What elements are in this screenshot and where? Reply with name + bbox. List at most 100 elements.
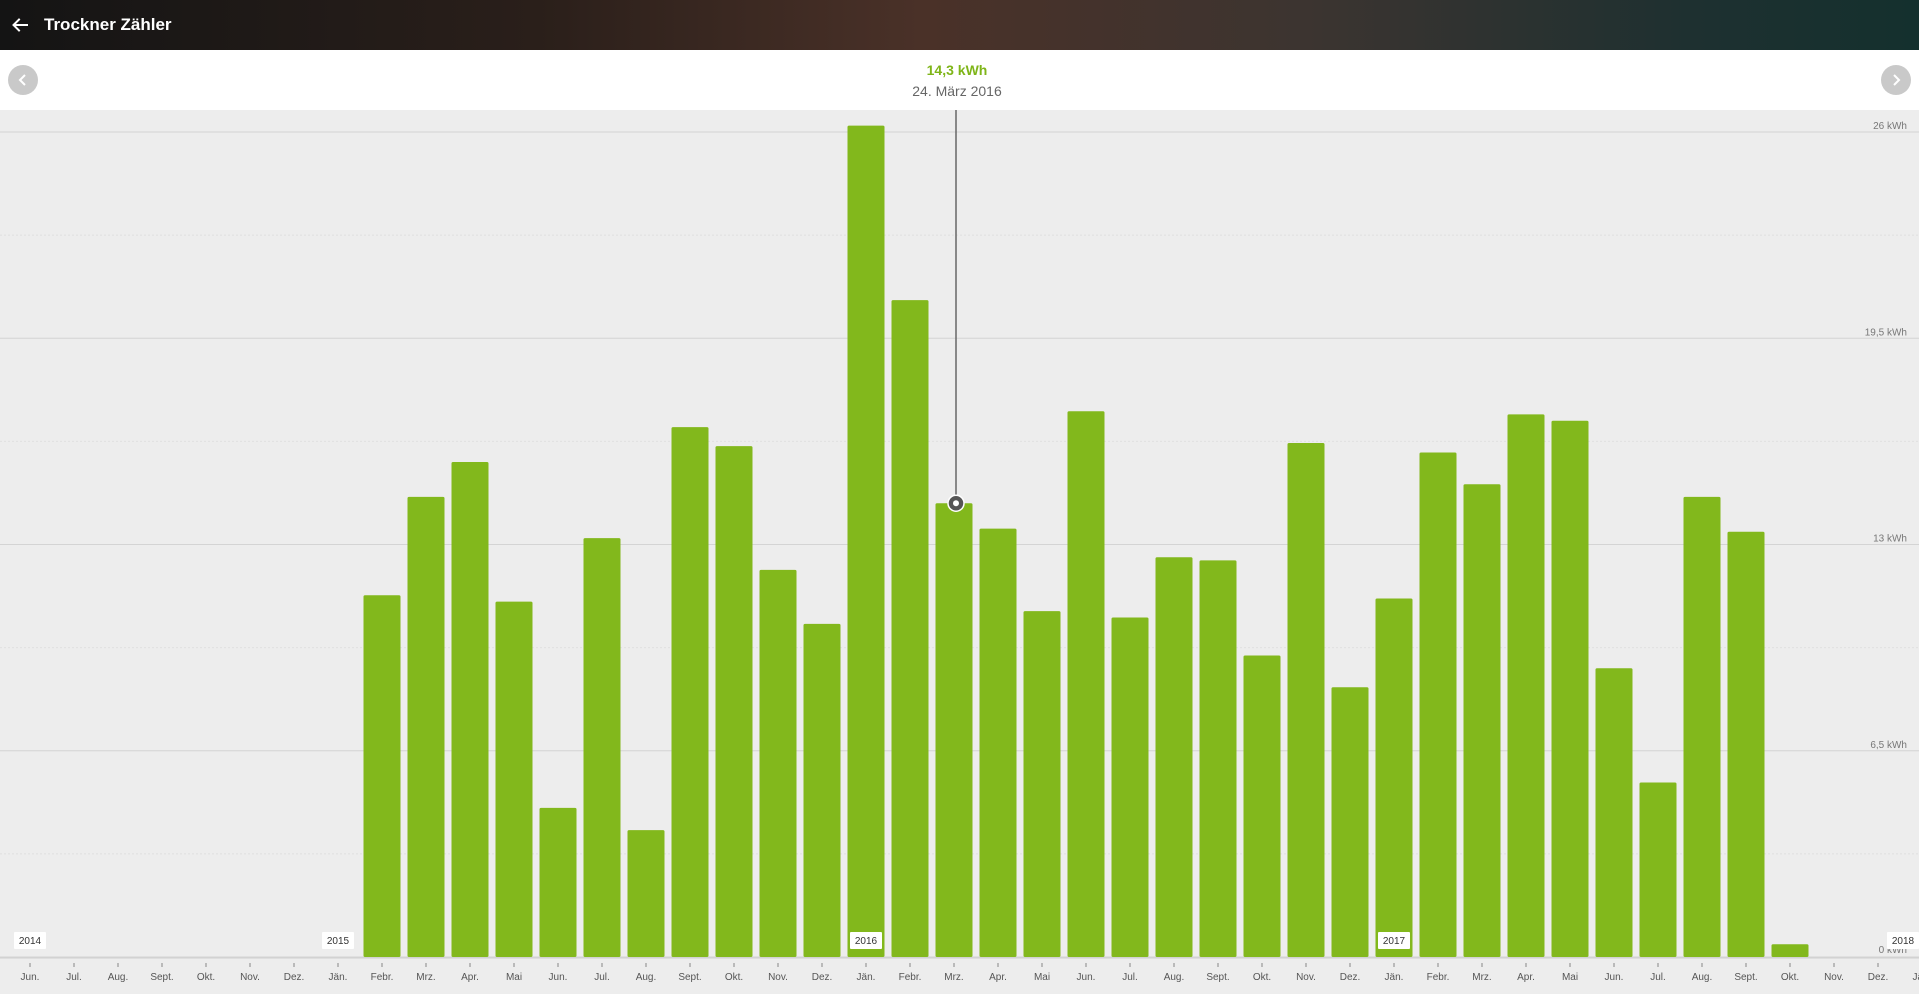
x-tick-label: Jun. [21, 972, 40, 983]
chart-bar[interactable] [1551, 420, 1589, 957]
x-tick-label: Jul. [1650, 972, 1666, 983]
chart-bar[interactable] [1023, 611, 1061, 957]
chart-bar[interactable] [1463, 484, 1501, 957]
x-tick-label: Dez. [1868, 972, 1889, 983]
x-tick-label: Dez. [1340, 972, 1361, 983]
chart-bar[interactable] [803, 623, 841, 957]
chart-bar[interactable] [1155, 557, 1193, 957]
x-tick-label: Nov. [768, 972, 788, 983]
x-tick-label: Aug. [1164, 972, 1185, 983]
x-tick-label: Sept. [150, 972, 173, 983]
chart-bar[interactable] [583, 538, 621, 957]
year-marker-box [1887, 932, 1919, 949]
year-marker-box [322, 932, 354, 949]
chart-bar[interactable] [759, 569, 797, 957]
x-tick-label: Jun. [1077, 972, 1096, 983]
x-tick-label: Jän. [329, 972, 348, 983]
chart-bar[interactable] [1111, 617, 1149, 957]
chart-bar[interactable] [1067, 411, 1105, 957]
y-tick-label: 0 kWh [1879, 945, 1907, 956]
page-title: Trockner Zähler [44, 15, 172, 34]
x-tick-label: Jän. [1385, 972, 1404, 983]
x-tick-label: Okt. [1253, 972, 1271, 983]
x-tick-label: Jul. [66, 972, 82, 983]
x-tick-label: Mai [1562, 972, 1578, 983]
y-tick-label: 13 kWh [1873, 534, 1907, 545]
y-tick-label: 6,5 kWh [1870, 740, 1907, 751]
x-tick-label: Nov. [1296, 972, 1316, 983]
x-tick-label: Febr. [371, 972, 394, 983]
year-marker-label: 2017 [1383, 936, 1406, 947]
chart-bar[interactable] [1375, 598, 1413, 957]
chart-bar[interactable] [847, 125, 885, 957]
chart-bar[interactable] [935, 503, 973, 957]
x-tick-label: Aug. [108, 972, 129, 983]
back-button[interactable] [0, 5, 40, 45]
y-tick-label: 26 kWh [1873, 121, 1907, 132]
year-marker-label: 2016 [855, 936, 878, 947]
arrow-left-icon [12, 18, 28, 32]
x-tick-label: Okt. [197, 972, 215, 983]
x-tick-label: Jän. [857, 972, 876, 983]
chart-bar[interactable] [1683, 496, 1721, 957]
chart-bar[interactable] [539, 807, 577, 957]
y-tick-label: 19,5 kWh [1865, 327, 1907, 338]
year-marker-label: 2018 [1892, 936, 1915, 947]
x-tick-label: Aug. [636, 972, 657, 983]
x-tick-label: Mrz. [1472, 972, 1491, 983]
chart-bar[interactable] [715, 446, 753, 957]
chart-bar[interactable] [979, 528, 1017, 957]
chart-bar[interactable] [1771, 944, 1809, 957]
chart-bar[interactable] [1287, 442, 1325, 957]
x-tick-label: Okt. [725, 972, 743, 983]
chevron-left-icon [18, 74, 26, 86]
year-marker-box [1378, 932, 1410, 949]
x-tick-label: Apr. [461, 972, 479, 983]
selection-info-bar: 14,3 kWh 24. März 2016 [0, 50, 1919, 110]
chart-bar[interactable] [627, 830, 665, 957]
x-tick-label: Jul. [1122, 972, 1138, 983]
x-tick-label: Nov. [240, 972, 260, 983]
chart-bar[interactable] [363, 595, 401, 957]
x-tick-label: Jän. [1913, 972, 1919, 983]
chart-bar[interactable] [671, 427, 709, 957]
year-marker-box [14, 932, 46, 949]
x-tick-label: Febr. [1427, 972, 1450, 983]
x-tick-label: Febr. [899, 972, 922, 983]
bar-chart[interactable]: 0 kWh 6,5 kWh 13 kWh 19,5 kWh 26 kWh Jun. Jul.… [0, 110, 1919, 994]
x-tick-label: Sept. [1734, 972, 1757, 983]
x-tick-label: Mrz. [944, 972, 963, 983]
year-marker-label: 2014 [19, 936, 42, 947]
app-bar: Trockner Zähler [0, 0, 1919, 50]
x-tick-label: Mai [506, 972, 522, 983]
x-tick-label: Apr. [989, 972, 1007, 983]
selected-date: 24. März 2016 [912, 83, 1002, 99]
x-tick-label: Mrz. [416, 972, 435, 983]
chart-bar[interactable] [451, 462, 489, 957]
chart-bar[interactable] [1727, 531, 1765, 957]
chart-bar[interactable] [1243, 655, 1281, 957]
chart-bar[interactable] [407, 496, 445, 957]
x-tick-label: Sept. [678, 972, 701, 983]
next-period-button[interactable] [1881, 65, 1911, 95]
chart-bar[interactable] [1507, 414, 1545, 958]
year-marker-box [850, 932, 882, 949]
x-tick-label: Jun. [1605, 972, 1624, 983]
chart-bar[interactable] [1595, 668, 1633, 957]
selection-marker-dot [953, 500, 959, 507]
chevron-right-icon [1893, 74, 1901, 86]
chart-bar[interactable] [1419, 452, 1457, 957]
x-tick-label: Dez. [284, 972, 305, 983]
x-tick-label: Aug. [1692, 972, 1713, 983]
x-tick-label: Jul. [594, 972, 610, 983]
x-tick-label: Okt. [1781, 972, 1799, 983]
chart-bar[interactable] [1331, 687, 1369, 957]
x-tick-label: Jun. [549, 972, 568, 983]
chart-bar[interactable] [495, 601, 533, 957]
x-tick-label: Sept. [1206, 972, 1229, 983]
x-tick-label: Mai [1034, 972, 1050, 983]
chart-bar[interactable] [1199, 560, 1237, 957]
chart-bar[interactable] [1639, 782, 1677, 957]
chart-bar[interactable] [891, 300, 929, 957]
previous-period-button[interactable] [8, 65, 38, 95]
